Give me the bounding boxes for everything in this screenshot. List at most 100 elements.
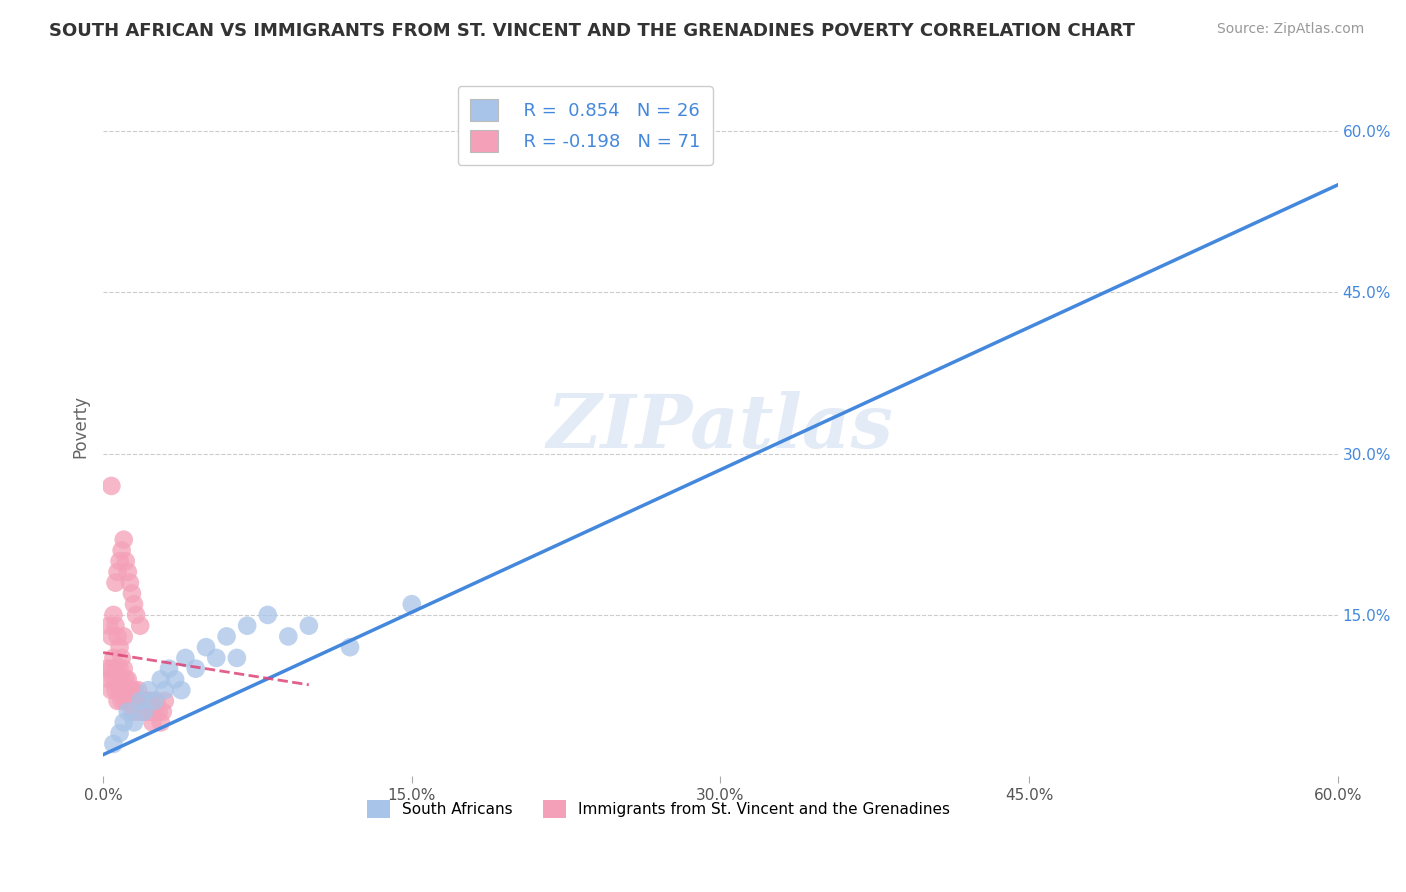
Y-axis label: Poverty: Poverty — [72, 395, 89, 458]
Point — [125, 607, 148, 622]
Point — [139, 694, 162, 708]
Point — [104, 575, 127, 590]
Point — [153, 694, 176, 708]
Point — [134, 694, 156, 708]
Point — [111, 543, 134, 558]
Point — [107, 673, 129, 687]
Point — [103, 651, 125, 665]
Point — [139, 705, 162, 719]
Point — [112, 683, 135, 698]
Point — [121, 683, 143, 698]
Point — [153, 683, 176, 698]
Point — [100, 683, 122, 698]
Point — [127, 694, 149, 708]
Text: ZIPatlas: ZIPatlas — [547, 391, 894, 463]
Point — [143, 694, 166, 708]
Point — [104, 683, 127, 698]
Point — [205, 651, 228, 665]
Point — [112, 629, 135, 643]
Point — [111, 651, 134, 665]
Point — [131, 705, 153, 719]
Point — [114, 694, 136, 708]
Point — [129, 694, 152, 708]
Point — [152, 705, 174, 719]
Point — [107, 565, 129, 579]
Point — [114, 554, 136, 568]
Point — [103, 737, 125, 751]
Point — [122, 597, 145, 611]
Point — [111, 673, 134, 687]
Point — [148, 705, 170, 719]
Point — [108, 640, 131, 655]
Text: Source: ZipAtlas.com: Source: ZipAtlas.com — [1216, 22, 1364, 37]
Point — [117, 705, 139, 719]
Point — [256, 607, 278, 622]
Point — [298, 618, 321, 632]
Point — [174, 651, 197, 665]
Point — [125, 694, 148, 708]
Point — [118, 694, 141, 708]
Point — [108, 726, 131, 740]
Point — [135, 694, 157, 708]
Point — [149, 715, 172, 730]
Point — [170, 683, 193, 698]
Point — [121, 586, 143, 600]
Legend: South Africans, Immigrants from St. Vincent and the Grenadines: South Africans, Immigrants from St. Vinc… — [361, 794, 956, 824]
Point — [111, 694, 134, 708]
Point — [195, 640, 218, 655]
Point — [96, 662, 118, 676]
Point — [129, 618, 152, 632]
Point — [129, 694, 152, 708]
Point — [129, 705, 152, 719]
Point — [215, 629, 238, 643]
Point — [131, 694, 153, 708]
Point — [103, 673, 125, 687]
Point — [141, 715, 163, 730]
Point — [122, 694, 145, 708]
Point — [127, 683, 149, 698]
Point — [117, 673, 139, 687]
Point — [100, 479, 122, 493]
Point — [339, 640, 361, 655]
Point — [134, 705, 156, 719]
Point — [118, 683, 141, 698]
Point — [107, 694, 129, 708]
Point — [117, 683, 139, 698]
Point — [225, 651, 247, 665]
Point — [107, 629, 129, 643]
Point — [165, 673, 187, 687]
Point — [104, 662, 127, 676]
Point — [100, 629, 122, 643]
Point — [114, 673, 136, 687]
Point — [100, 662, 122, 676]
Point — [122, 683, 145, 698]
Point — [104, 618, 127, 632]
Point — [401, 597, 423, 611]
Point — [117, 565, 139, 579]
Point — [112, 533, 135, 547]
Point — [138, 683, 160, 698]
Point — [112, 715, 135, 730]
Point — [98, 618, 121, 632]
Point — [121, 705, 143, 719]
Point — [118, 575, 141, 590]
Point — [98, 673, 121, 687]
Point — [143, 705, 166, 719]
Point — [138, 705, 160, 719]
Point — [149, 673, 172, 687]
Point — [143, 694, 166, 708]
Point — [108, 683, 131, 698]
Point — [122, 715, 145, 730]
Point — [112, 662, 135, 676]
Point — [103, 607, 125, 622]
Point — [157, 662, 180, 676]
Point — [277, 629, 299, 643]
Point — [135, 705, 157, 719]
Text: SOUTH AFRICAN VS IMMIGRANTS FROM ST. VINCENT AND THE GRENADINES POVERTY CORRELAT: SOUTH AFRICAN VS IMMIGRANTS FROM ST. VIN… — [49, 22, 1135, 40]
Point — [236, 618, 259, 632]
Point — [138, 694, 160, 708]
Point — [184, 662, 207, 676]
Point — [108, 662, 131, 676]
Point — [134, 705, 156, 719]
Point — [108, 554, 131, 568]
